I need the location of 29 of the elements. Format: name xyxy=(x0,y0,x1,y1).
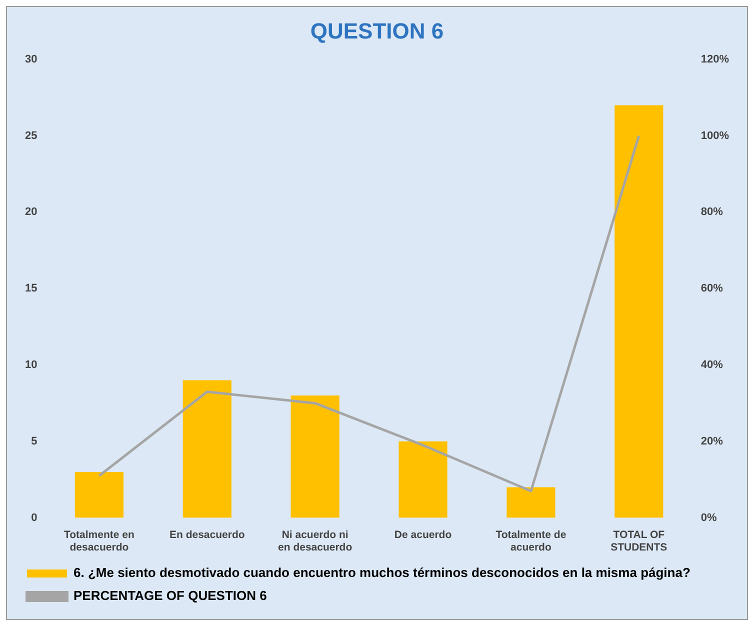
y-tick-label: 15 xyxy=(24,282,38,295)
bar xyxy=(182,380,232,518)
x-tick-label: En desacuerdo xyxy=(170,528,245,541)
legend-label: 6. ¿Me siento desmotivado cuando encuentro muchos términos desconocidos en la misma página? xyxy=(74,565,690,580)
bar xyxy=(74,472,124,518)
y2-tick-label: 120% xyxy=(700,53,730,66)
y2-tick-label: 0% xyxy=(700,512,717,524)
chart-title: QUESTION 6 xyxy=(310,18,444,44)
y-tick-label: 5 xyxy=(31,435,38,448)
bar xyxy=(506,487,556,518)
y-tick-label: 10 xyxy=(24,359,38,372)
y2-tick-label: 20% xyxy=(700,435,724,448)
bar xyxy=(398,441,448,518)
x-tick-label: TOTAL OF STUDENTS xyxy=(610,528,668,554)
x-tick-label: Totalmente de acuerdo xyxy=(496,528,566,554)
bar xyxy=(290,396,340,518)
legend-label: PERCENTAGE OF QUESTION 6 xyxy=(74,588,267,604)
y2-tick-label: 60% xyxy=(700,282,724,295)
y-tick-label: 30 xyxy=(24,53,38,66)
y-tick-label: 20 xyxy=(24,206,38,218)
y-tick-label: 25 xyxy=(24,130,38,142)
x-tick-label: Totalmente en desacuerdo xyxy=(64,528,134,554)
y2-tick-label: 80% xyxy=(700,206,724,218)
y2-tick-label: 100% xyxy=(700,130,730,142)
x-tick-label: De acuerdo xyxy=(394,528,452,541)
x-tick-label: Ni acuerdo ni en desacuerdo xyxy=(278,528,352,554)
bar xyxy=(614,105,664,518)
y-tick-label: 0 xyxy=(31,512,38,524)
y2-tick-label: 40% xyxy=(700,359,724,372)
